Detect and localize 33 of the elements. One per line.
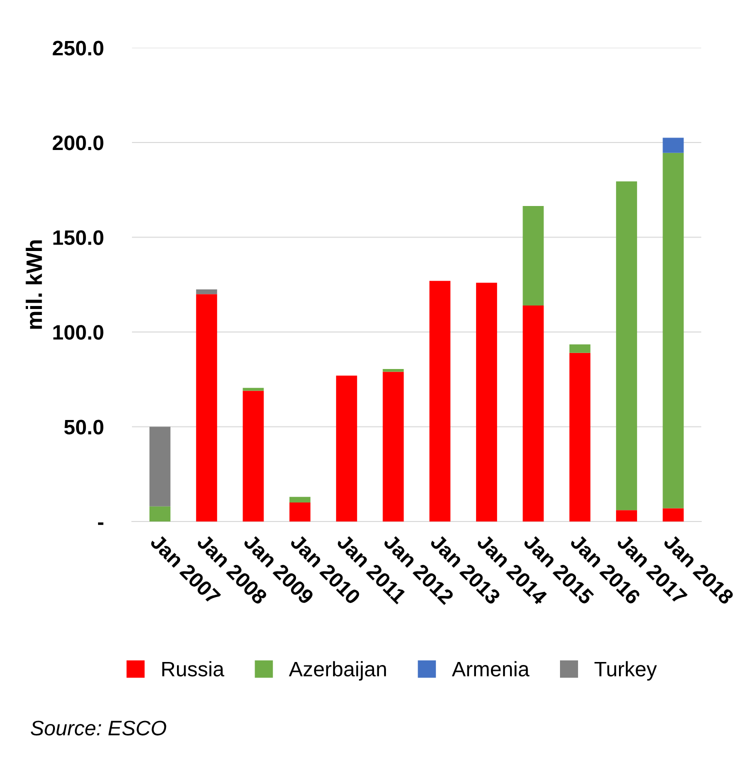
y-tick-label: 150.0 (53, 230, 104, 246)
bar (569, 344, 590, 353)
bar (382, 368, 404, 372)
bar (336, 376, 358, 522)
bar (196, 289, 218, 294)
bar (149, 426, 170, 506)
bar (429, 280, 450, 522)
y-tick-label: 250.0 (52, 40, 104, 56)
y-tick-label: - (98, 522, 104, 525)
bar (196, 294, 218, 522)
bar (662, 138, 684, 153)
bar (616, 181, 638, 510)
bar (662, 152, 684, 508)
y-tick-label: 50.0 (64, 420, 104, 435)
source-note: Source: ESCO (30, 720, 166, 736)
bar (616, 510, 638, 522)
bar (569, 352, 590, 522)
legend-label: Armenia (452, 661, 530, 676)
y-axis-title: mil. kWh (26, 240, 42, 329)
y-tick-label: 200.0 (52, 136, 104, 150)
bar (149, 506, 170, 522)
y-tick-label: 100.0 (53, 325, 104, 340)
bar (662, 508, 684, 522)
bar (289, 496, 310, 503)
bar (289, 502, 310, 522)
legend-label: Turkey (594, 661, 657, 681)
bar (242, 390, 264, 522)
legend-label: Russia (162, 661, 224, 676)
bar (382, 372, 404, 522)
bar (522, 206, 544, 306)
bar (476, 282, 498, 522)
bar (522, 305, 544, 522)
legend-label: Azerbaijan (288, 661, 386, 681)
